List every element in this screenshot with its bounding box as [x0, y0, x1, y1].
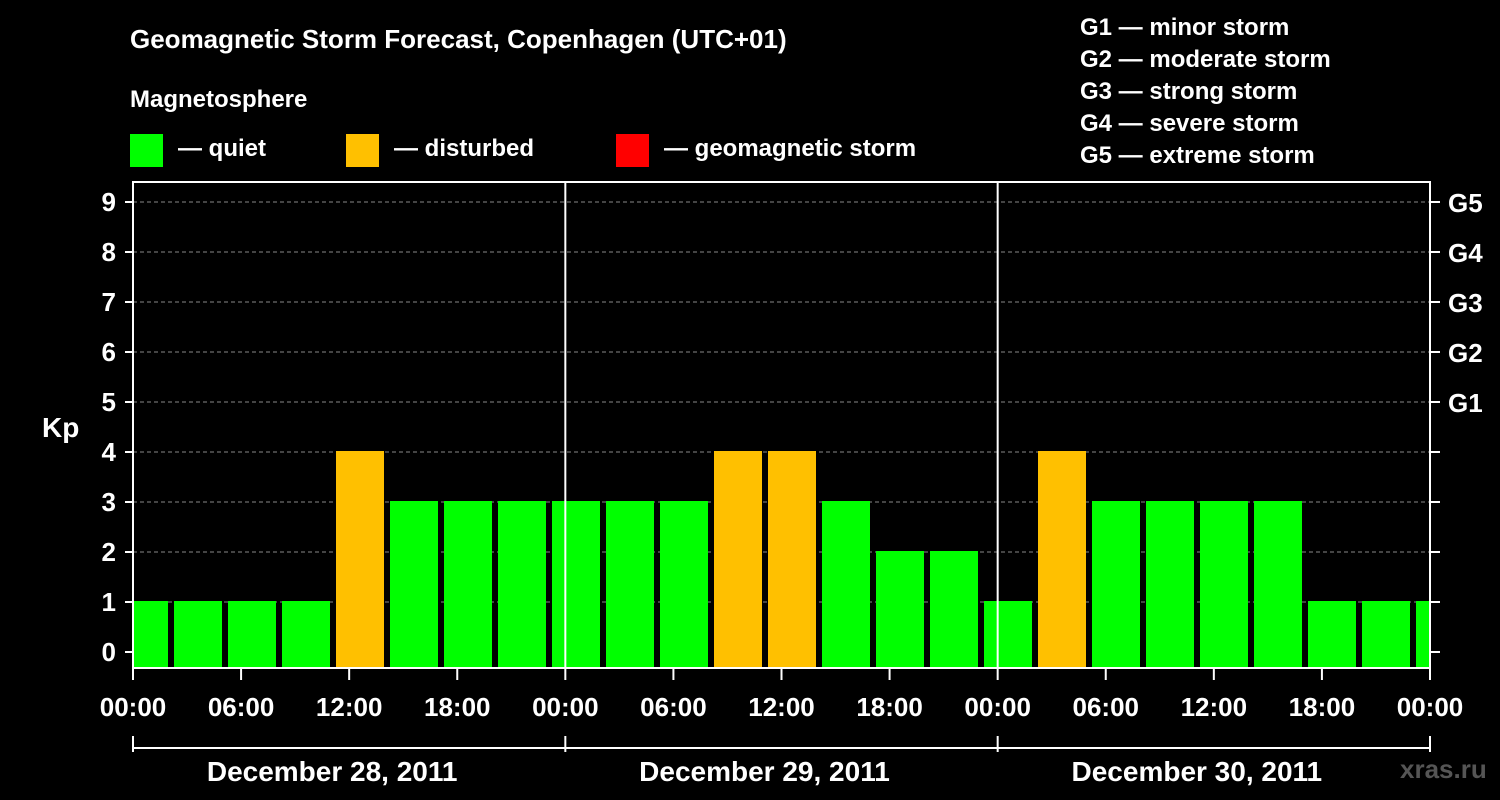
legend-label-disturbed: — disturbed	[394, 135, 535, 162]
kp-bar	[930, 551, 978, 668]
chart-subtitle: Magnetosphere	[130, 86, 308, 113]
legend-label-storm: — geomagnetic storm	[664, 135, 917, 162]
y-tick-label: 8	[102, 237, 116, 267]
kp-bar	[822, 501, 870, 668]
x-tick-label: 00:00	[100, 692, 167, 722]
x-tick-label: 18:00	[1289, 692, 1356, 722]
day-label: December 30, 2011	[1072, 756, 1323, 787]
kp-bar	[1416, 601, 1429, 668]
storm-scale-item: G2 — moderate storm	[1080, 46, 1331, 73]
kp-bar	[228, 601, 276, 668]
kp-bar	[876, 551, 924, 668]
kp-bar	[1308, 601, 1356, 668]
x-tick-label: 06:00	[1073, 692, 1140, 722]
kp-bar	[1038, 451, 1086, 668]
kp-bar	[174, 601, 222, 668]
x-tick-label: 00:00	[1397, 692, 1464, 722]
y-tick-label: 1	[102, 587, 116, 617]
kp-bar	[444, 501, 492, 668]
kp-bar	[282, 601, 330, 668]
kp-bar	[714, 451, 762, 668]
x-tick-label: 18:00	[424, 692, 491, 722]
kp-bar	[1200, 501, 1248, 668]
x-tick-label: 12:00	[316, 692, 383, 722]
storm-scale-item: G5 — extreme storm	[1080, 142, 1315, 169]
x-tick-label: 18:00	[856, 692, 923, 722]
kp-bar	[1092, 501, 1140, 668]
storm-scale-item: G4 — severe storm	[1080, 110, 1299, 137]
x-tick-label: 12:00	[1181, 692, 1248, 722]
y-tick-label: 2	[102, 537, 116, 567]
y-tick-label: 0	[102, 637, 116, 667]
legend-swatch-quiet	[130, 134, 163, 167]
chart-title: Geomagnetic Storm Forecast, Copenhagen (…	[130, 24, 787, 54]
y-tick-label: 4	[102, 437, 117, 467]
kp-bar	[606, 501, 654, 668]
day-label: December 29, 2011	[639, 756, 890, 787]
kp-bar	[1254, 501, 1302, 668]
kp-bar	[336, 451, 384, 668]
legend-label-quiet: — quiet	[178, 135, 266, 162]
y-axis-label: Kp	[42, 412, 80, 443]
x-tick-label: 06:00	[640, 692, 707, 722]
axes: 0 1 2 3 4 5 6 7 8 9 G1 G2 G3 G4 G5 00:00 06:00 12:00 18:00…	[100, 187, 1483, 787]
x-tick-label: 12:00	[748, 692, 815, 722]
bars	[134, 451, 1429, 668]
kp-bar	[390, 501, 438, 668]
x-tick-label: 00:00	[964, 692, 1031, 722]
g-scale-label: G5	[1448, 188, 1483, 218]
x-tick-label: 00:00	[532, 692, 599, 722]
x-tick-label: 06:00	[208, 692, 275, 722]
y-tick-label: 7	[102, 287, 116, 317]
kp-bar	[984, 601, 1032, 668]
g-scale-label: G4	[1448, 238, 1483, 268]
kp-bar	[552, 501, 600, 668]
storm-scale-item: G3 — strong storm	[1080, 78, 1298, 105]
legend-swatch-storm	[616, 134, 649, 167]
y-tick-label: 3	[102, 487, 116, 517]
kp-bar	[1362, 601, 1410, 668]
storm-scale-item: G1 — minor storm	[1080, 14, 1290, 41]
y-tick-label: 9	[102, 187, 116, 217]
y-tick-label: 5	[102, 387, 116, 417]
kp-bar	[498, 501, 546, 668]
kp-bar	[134, 601, 168, 668]
kp-bar	[1146, 501, 1194, 668]
g-scale-label: G3	[1448, 288, 1483, 318]
y-tick-label: 6	[102, 337, 116, 367]
g-scale-label: G2	[1448, 338, 1483, 368]
kp-bar	[660, 501, 708, 668]
legend-swatch-disturbed	[346, 134, 379, 167]
watermark: xras.ru	[1400, 754, 1487, 784]
g-scale-label: G1	[1448, 388, 1483, 418]
day-label: December 28, 2011	[207, 756, 458, 787]
kp-bar	[768, 451, 816, 668]
